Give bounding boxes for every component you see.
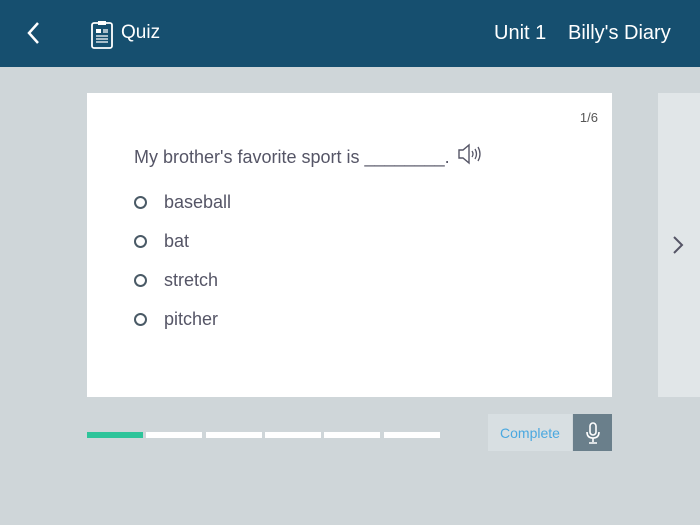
speaker-icon[interactable] (457, 143, 483, 165)
question-counter: 1/6 (579, 110, 598, 125)
progress-segment (87, 432, 143, 438)
back-icon[interactable] (22, 20, 46, 46)
option-stretch[interactable]: stretch (134, 270, 218, 291)
microphone-icon (585, 421, 600, 444)
chevron-right-icon (673, 236, 684, 254)
progress-segment (205, 432, 262, 438)
question-text: My brother's favorite sport is ________. (134, 147, 450, 167)
option-baseball[interactable]: baseball (134, 192, 231, 213)
progress-segment (264, 432, 321, 438)
radio-icon (134, 274, 147, 287)
option-label: bat (164, 231, 190, 251)
quiz-icon (91, 21, 113, 49)
top-bar: Quiz Unit 1 Billy's Diary (0, 0, 700, 67)
radio-icon (134, 313, 147, 326)
lesson-title: Billy's Diary (568, 22, 671, 44)
option-label: pitcher (164, 309, 219, 329)
microphone-button[interactable] (573, 414, 612, 451)
option-pitcher[interactable]: pitcher (134, 309, 218, 330)
radio-icon (134, 196, 147, 209)
option-label: baseball (164, 192, 232, 212)
next-question-button[interactable] (658, 93, 700, 397)
progress-segment (324, 432, 381, 438)
progress-segment (383, 432, 440, 438)
section-label: Quiz (121, 22, 161, 43)
question-card: 1/6 My brother's favorite sport is _____… (87, 93, 612, 397)
radio-icon (134, 235, 147, 248)
complete-button[interactable]: Complete (488, 414, 572, 451)
option-bat[interactable]: bat (134, 231, 189, 252)
progress-segment (146, 432, 203, 438)
option-label: stretch (164, 270, 219, 290)
unit-label: Unit 1 (494, 22, 547, 44)
